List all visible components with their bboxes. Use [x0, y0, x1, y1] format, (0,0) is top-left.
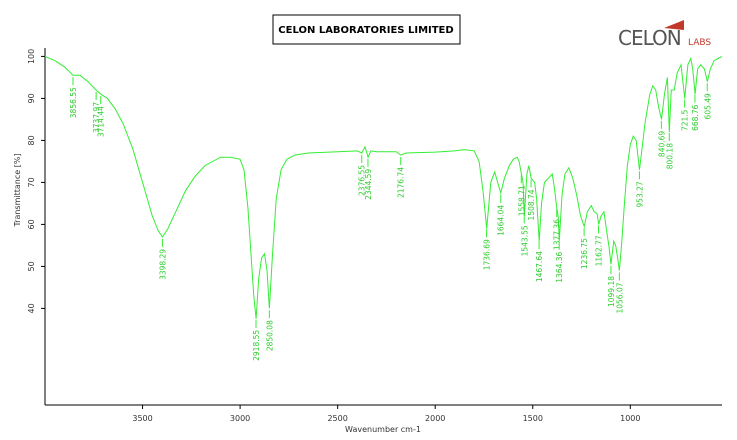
- x-tick-label: 2500: [327, 414, 347, 423]
- peak-label: 1508.74: [527, 189, 536, 220]
- peak-label: 1364.36: [555, 251, 564, 282]
- x-tick-label: 3000: [230, 414, 250, 423]
- peak-label: 1467.64: [535, 251, 544, 282]
- y-axis-label: Transmittance [%]: [13, 153, 22, 227]
- y-tick-label: 80: [27, 135, 36, 145]
- peak-label: 605.49: [703, 93, 712, 119]
- peak-label: 1377.36: [553, 219, 562, 250]
- logo: CELON: [618, 26, 681, 50]
- y-tick-label: 50: [27, 261, 36, 271]
- peak-label: 2344.59: [364, 169, 373, 200]
- x-tick-label: 1000: [620, 414, 640, 423]
- peak-label: 1056.07: [615, 282, 624, 313]
- y-tick-label: 90: [27, 93, 36, 103]
- peak-label: 3398.29: [158, 249, 167, 280]
- x-tick-label: 1500: [523, 414, 543, 423]
- peak-label: 3856.55: [69, 87, 78, 118]
- peak-label: 2176.74: [397, 167, 406, 198]
- peak-label: 3714.44: [97, 106, 106, 137]
- y-tick-label: 100: [27, 49, 36, 64]
- y-tick-label: 40: [27, 303, 36, 313]
- spectrum-line: [44, 55, 723, 319]
- peak-label: 2850.08: [265, 320, 274, 351]
- title-box: [272, 14, 461, 45]
- peak-label: 1162.77: [595, 235, 604, 266]
- peak-label: 1664.04: [497, 205, 506, 236]
- peak-label: 800.18: [665, 143, 674, 169]
- peak-label: 2376.55: [358, 165, 367, 196]
- peak-label: 1558.71: [517, 185, 526, 216]
- peak-label: 2918.55: [252, 330, 261, 361]
- y-tick-label: 60: [27, 219, 36, 229]
- peak-label: 721.5: [681, 109, 690, 131]
- logo-suffix: LABS: [688, 38, 711, 48]
- peak-label: 668.76: [691, 104, 700, 130]
- peak-label: 3737.97: [92, 102, 101, 133]
- peak-label: 840.69: [657, 131, 666, 157]
- x-tick-label: 3500: [132, 414, 152, 423]
- logo-mark: [664, 20, 684, 30]
- peak-label: 1736.69: [483, 239, 492, 270]
- x-axis-label: Wavenumber cm-1: [345, 425, 421, 434]
- x-tick-label: 2000: [425, 414, 445, 423]
- peak-label: 1099.18: [607, 276, 616, 307]
- peak-label: 1236.75: [580, 238, 589, 269]
- y-tick-label: 70: [27, 177, 36, 187]
- peak-label: 1543.55: [520, 225, 529, 256]
- peak-label: 953.27: [635, 181, 644, 207]
- chart-title: CELON LABORATORIES LIMITED: [278, 25, 453, 36]
